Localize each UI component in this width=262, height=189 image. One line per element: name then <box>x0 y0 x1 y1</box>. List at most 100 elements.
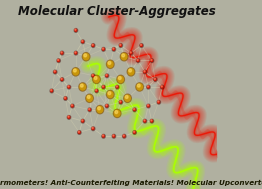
Circle shape <box>147 104 150 108</box>
Circle shape <box>112 134 115 138</box>
Text: Thermometers! Anti-Counterfeiting Materials! Molecular Upconverters!: Thermometers! Anti-Counterfeiting Materi… <box>0 180 262 186</box>
Circle shape <box>140 44 143 47</box>
Circle shape <box>91 127 95 130</box>
Circle shape <box>68 116 69 117</box>
Circle shape <box>125 95 128 98</box>
Circle shape <box>83 53 90 60</box>
Circle shape <box>108 61 111 64</box>
Circle shape <box>151 59 152 60</box>
Circle shape <box>72 68 80 76</box>
Circle shape <box>71 104 74 108</box>
Circle shape <box>74 51 78 55</box>
Circle shape <box>120 53 128 61</box>
Circle shape <box>91 74 95 77</box>
Circle shape <box>71 104 74 108</box>
Circle shape <box>106 60 114 68</box>
Circle shape <box>161 85 164 89</box>
Circle shape <box>72 68 79 76</box>
Circle shape <box>151 120 152 121</box>
Circle shape <box>124 94 131 102</box>
Circle shape <box>124 94 131 102</box>
Circle shape <box>133 108 136 111</box>
Circle shape <box>81 40 85 44</box>
Circle shape <box>120 101 121 102</box>
Circle shape <box>129 69 132 72</box>
Circle shape <box>64 97 67 100</box>
Circle shape <box>147 85 150 89</box>
Circle shape <box>75 52 76 53</box>
Circle shape <box>117 75 124 84</box>
Circle shape <box>95 89 98 92</box>
Circle shape <box>105 74 109 78</box>
Circle shape <box>137 59 138 60</box>
Circle shape <box>58 59 59 60</box>
Circle shape <box>54 71 55 72</box>
Circle shape <box>96 90 97 91</box>
Circle shape <box>74 29 78 32</box>
Circle shape <box>81 40 84 43</box>
Circle shape <box>129 51 133 55</box>
Circle shape <box>116 86 117 87</box>
Circle shape <box>84 54 87 57</box>
Circle shape <box>143 119 147 123</box>
Circle shape <box>119 44 123 47</box>
Circle shape <box>107 60 114 68</box>
Circle shape <box>67 115 70 119</box>
Circle shape <box>116 85 119 89</box>
Circle shape <box>53 70 57 74</box>
Circle shape <box>86 94 93 102</box>
Circle shape <box>79 83 86 91</box>
Circle shape <box>78 131 79 132</box>
Circle shape <box>108 92 111 95</box>
Circle shape <box>136 59 139 62</box>
Circle shape <box>114 110 121 117</box>
Circle shape <box>122 54 125 57</box>
Circle shape <box>133 108 136 112</box>
Circle shape <box>120 44 121 45</box>
Circle shape <box>102 47 105 51</box>
Circle shape <box>130 52 131 53</box>
Circle shape <box>144 71 145 72</box>
Circle shape <box>123 135 124 136</box>
Circle shape <box>147 85 150 89</box>
Circle shape <box>158 101 159 102</box>
Circle shape <box>64 97 67 100</box>
Circle shape <box>112 47 115 51</box>
Circle shape <box>134 131 135 132</box>
Circle shape <box>119 100 122 104</box>
Circle shape <box>150 119 154 123</box>
Text: Molecular Cluster-Aggregates: Molecular Cluster-Aggregates <box>18 5 216 18</box>
Circle shape <box>67 85 71 89</box>
Circle shape <box>106 90 114 99</box>
Circle shape <box>123 134 126 138</box>
Circle shape <box>74 69 76 72</box>
Circle shape <box>96 106 103 113</box>
Circle shape <box>150 119 153 123</box>
Circle shape <box>91 127 95 131</box>
Circle shape <box>92 44 93 45</box>
Circle shape <box>72 105 73 106</box>
Circle shape <box>136 83 143 91</box>
Circle shape <box>157 100 161 104</box>
Circle shape <box>81 119 85 123</box>
Circle shape <box>80 84 83 87</box>
Circle shape <box>82 53 90 61</box>
Circle shape <box>82 40 83 42</box>
Circle shape <box>60 51 64 55</box>
Circle shape <box>118 77 121 80</box>
Circle shape <box>51 90 52 91</box>
Circle shape <box>67 85 70 89</box>
Circle shape <box>136 83 143 91</box>
Circle shape <box>113 109 121 118</box>
Circle shape <box>53 70 57 74</box>
Circle shape <box>102 86 103 87</box>
Circle shape <box>79 83 86 91</box>
Circle shape <box>93 75 100 84</box>
Circle shape <box>78 131 81 134</box>
Circle shape <box>68 86 69 87</box>
Circle shape <box>91 44 95 47</box>
Circle shape <box>102 134 105 138</box>
Circle shape <box>102 48 103 49</box>
Circle shape <box>143 70 147 74</box>
Circle shape <box>105 104 108 108</box>
